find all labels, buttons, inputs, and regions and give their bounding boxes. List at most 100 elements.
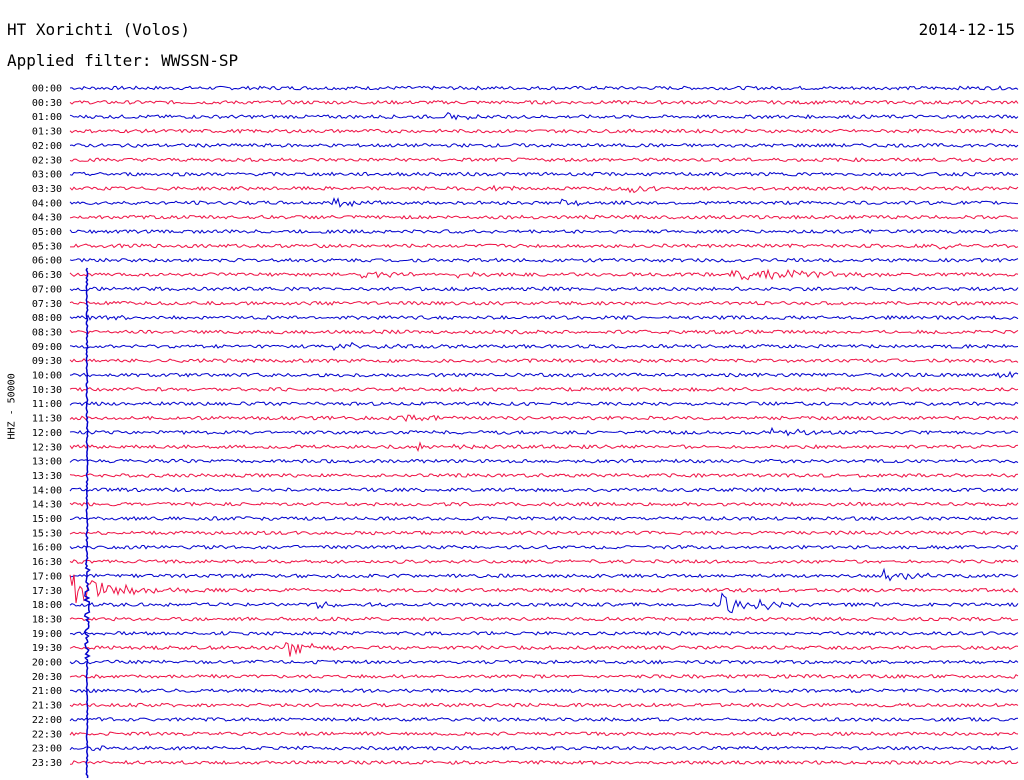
seismic-trace	[69, 401, 1019, 407]
seismic-trace	[69, 157, 1019, 163]
trace-time-label: 13:00	[32, 457, 62, 468]
seismic-trace	[69, 197, 1018, 208]
seismic-trace	[69, 472, 1019, 479]
seismic-trace	[69, 99, 1019, 105]
trace-time-label: 14:00	[32, 485, 62, 496]
trace-time-label: 14:30	[32, 500, 62, 511]
seismic-trace	[69, 487, 1019, 493]
trace-time-label: 05:30	[32, 241, 62, 252]
seismic-trace	[69, 358, 1019, 364]
seismic-trace	[69, 171, 1019, 177]
trace-time-label: 15:30	[32, 528, 62, 539]
seismic-trace	[69, 530, 1019, 536]
seismic-trace	[69, 630, 1019, 636]
trace-time-label: 23:00	[32, 744, 62, 755]
trace-time-label: 11:30	[32, 414, 62, 425]
trace-time-label: 04:00	[32, 198, 62, 209]
seismic-trace	[69, 616, 1019, 622]
trace-time-label: 02:30	[32, 155, 62, 166]
earthquake-spike	[83, 267, 91, 779]
trace-time-label: 12:30	[32, 442, 62, 453]
trace-time-label: 20:30	[32, 672, 62, 683]
trace-time-label: 00:30	[32, 98, 62, 109]
trace-time-label: 17:00	[32, 571, 62, 582]
trace-time-label: 04:30	[32, 213, 62, 224]
trace-time-label: 19:00	[32, 629, 62, 640]
trace-time-label: 23:30	[32, 758, 62, 769]
trace-time-label: 10:00	[32, 371, 62, 382]
seismic-trace	[69, 458, 1019, 464]
seismic-trace	[69, 142, 1019, 148]
seismic-trace	[69, 268, 1019, 281]
trace-time-label: 12:00	[32, 428, 62, 439]
seismic-trace	[69, 659, 1019, 665]
trace-time-label: 18:00	[32, 600, 62, 611]
trace-time-label: 01:30	[32, 127, 62, 138]
seismic-trace	[69, 567, 1019, 582]
trace-time-label: 06:30	[32, 270, 62, 281]
seismic-trace	[69, 559, 1019, 565]
trace-time-label: 16:30	[32, 557, 62, 568]
seismic-trace	[69, 592, 1019, 614]
trace-time-label: 08:00	[32, 313, 62, 324]
seismic-trace	[69, 688, 1019, 694]
filter-label: Applied filter: WWSSN-SP	[7, 51, 239, 70]
seismic-trace	[69, 544, 1019, 550]
trace-time-label: 05:00	[32, 227, 62, 238]
seismic-trace	[70, 243, 1019, 250]
seismic-trace	[69, 85, 1019, 91]
seismic-trace	[69, 731, 1019, 737]
trace-time-label: 08:30	[32, 327, 62, 338]
seismic-trace	[69, 341, 1019, 351]
seismic-trace	[69, 414, 1019, 423]
trace-time-label: 20:00	[32, 658, 62, 669]
seismic-trace	[69, 300, 1019, 306]
seismic-trace	[69, 702, 1019, 708]
trace-time-label: 01:00	[32, 112, 62, 123]
seismic-trace	[69, 426, 1019, 437]
seismic-trace	[69, 515, 1019, 522]
trace-time-label: 18:30	[32, 614, 62, 625]
seismic-trace	[69, 642, 1019, 657]
seismic-trace	[69, 501, 1019, 507]
station-title: HT Xorichti (Volos)	[7, 20, 191, 39]
trace-time-label: 02:00	[32, 141, 62, 152]
seismic-trace	[69, 574, 1019, 604]
trace-time-label: 07:30	[32, 299, 62, 310]
trace-time-label: 19:30	[32, 643, 62, 654]
trace-time-label: 13:30	[32, 471, 62, 482]
seismic-trace	[69, 370, 1019, 379]
trace-time-label: 09:30	[32, 356, 62, 367]
seismic-trace	[69, 716, 1019, 723]
seismic-trace	[69, 759, 1019, 766]
trace-time-label: 00:00	[32, 84, 62, 95]
trace-time-label: 21:00	[32, 686, 62, 697]
trace-time-label: 16:00	[32, 543, 62, 554]
seismic-trace	[69, 128, 1018, 134]
record-date: 2014-12-15	[918, 20, 1015, 39]
trace-time-label: 03:00	[32, 170, 62, 181]
seismic-trace	[69, 214, 1019, 220]
trace-time-label: 22:00	[32, 715, 62, 726]
seismic-trace	[69, 314, 1019, 321]
trace-time-label: 22:30	[32, 729, 62, 740]
trace-time-label: 21:30	[32, 701, 62, 712]
seismic-trace	[69, 228, 1019, 235]
trace-time-label: 10:30	[32, 385, 62, 396]
seismic-trace	[69, 441, 1019, 453]
trace-time-label: 07:00	[32, 284, 62, 295]
seismic-trace	[69, 286, 1019, 292]
seismic-trace	[69, 184, 1019, 194]
seismic-trace	[69, 386, 1019, 393]
seismic-trace	[69, 112, 1019, 121]
trace-time-label: 11:00	[32, 399, 62, 410]
seismic-trace	[69, 745, 1019, 752]
seismic-trace	[69, 329, 1019, 335]
trace-time-label: 09:00	[32, 342, 62, 353]
trace-time-label: 06:00	[32, 256, 62, 267]
trace-time-label: 17:30	[32, 586, 62, 597]
seismic-trace	[69, 257, 1019, 263]
trace-time-label: 03:30	[32, 184, 62, 195]
trace-time-label: 15:00	[32, 514, 62, 525]
